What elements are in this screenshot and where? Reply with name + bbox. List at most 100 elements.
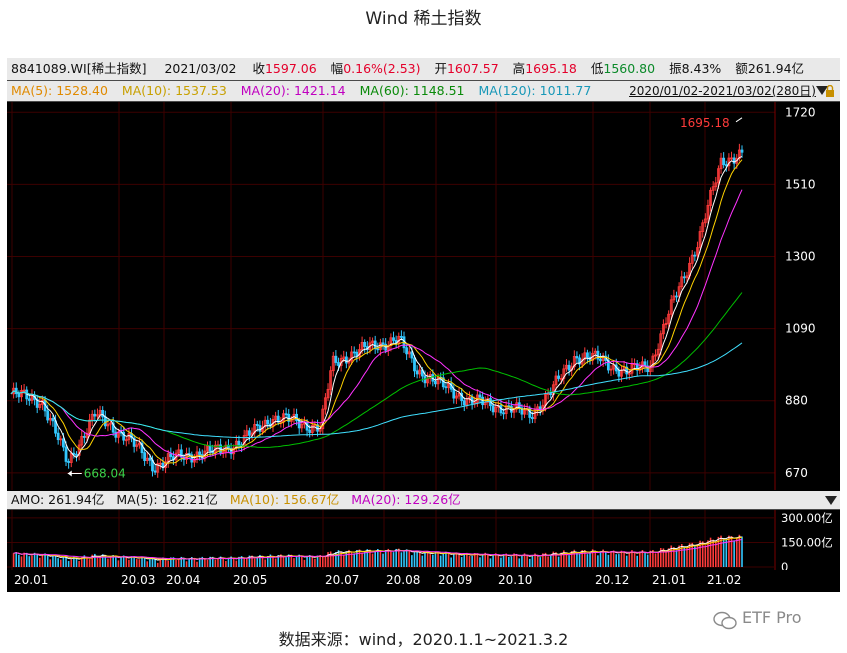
candle-body bbox=[717, 168, 720, 184]
candle-body bbox=[51, 418, 55, 422]
candle-body bbox=[554, 375, 558, 386]
candle-body bbox=[232, 447, 236, 455]
candle-body bbox=[342, 356, 346, 359]
candle-body bbox=[706, 204, 710, 220]
candle-body bbox=[724, 164, 728, 167]
change-label: 幅 bbox=[330, 61, 344, 76]
volume-plot[interactable]: 300.00亿 150.00亿 0 bbox=[7, 510, 840, 570]
candle-body bbox=[80, 435, 84, 446]
date-range-selector[interactable]: 2020/01/02-2021/03/02(280日) bbox=[629, 84, 816, 98]
kline-chart[interactable]: 8841089.WI[稀土指数] 2021/03/02 收1597.06 幅0.… bbox=[7, 58, 840, 592]
open-value: 1607.57 bbox=[446, 61, 499, 76]
candle-body bbox=[20, 390, 23, 398]
candle-body bbox=[67, 461, 71, 463]
amo-ma5-legend: MA(5): 162.21亿 bbox=[116, 492, 218, 507]
candle-body bbox=[675, 295, 678, 298]
ma5-legend: MA(5): 1528.40 bbox=[11, 83, 108, 98]
y-tick-label: 1300 bbox=[785, 250, 816, 264]
page-title: Wind 稀土指数 bbox=[365, 9, 482, 29]
candle-body bbox=[153, 470, 157, 473]
candle-body bbox=[502, 412, 505, 415]
candle-body bbox=[208, 445, 212, 452]
candle-body bbox=[562, 368, 566, 379]
candle-body bbox=[198, 451, 202, 455]
candle-body bbox=[722, 157, 726, 166]
candle-body bbox=[85, 432, 89, 438]
x-tick-label: 21.01 bbox=[652, 573, 687, 587]
candle-body bbox=[245, 430, 249, 436]
candle-body bbox=[583, 352, 587, 360]
candle-body bbox=[371, 340, 374, 344]
candle-body bbox=[612, 364, 616, 370]
candle-body bbox=[263, 419, 267, 428]
candle-body bbox=[111, 422, 115, 433]
candle-body bbox=[101, 409, 105, 418]
candle-body bbox=[96, 414, 99, 417]
candle-body bbox=[656, 348, 660, 356]
candle-body bbox=[255, 424, 259, 426]
candle-body bbox=[386, 345, 390, 351]
candle-body bbox=[737, 149, 741, 159]
candle-body bbox=[732, 157, 736, 164]
candle-body bbox=[140, 442, 144, 454]
candle-body bbox=[148, 457, 152, 461]
candle-body bbox=[300, 423, 304, 429]
ma120-legend: MA(120): 1011.77 bbox=[478, 83, 592, 98]
candle-body bbox=[546, 393, 550, 395]
x-tick-label: 20.10 bbox=[498, 573, 533, 587]
candle-body bbox=[279, 421, 283, 424]
volume-ma20-line bbox=[13, 539, 743, 560]
candle-body bbox=[413, 357, 416, 372]
candle-body bbox=[193, 458, 196, 463]
candle-body bbox=[56, 432, 60, 441]
candle-body bbox=[677, 286, 681, 297]
candle-body bbox=[62, 438, 65, 448]
high-value: 1695.18 bbox=[525, 61, 577, 76]
candle-body bbox=[711, 186, 715, 191]
low-label: 低 bbox=[590, 61, 604, 76]
candle-body bbox=[229, 447, 233, 455]
candle-body bbox=[599, 358, 602, 362]
candle-body bbox=[434, 380, 437, 385]
candle-body bbox=[410, 351, 414, 359]
candle-body bbox=[586, 352, 589, 358]
candle-body bbox=[557, 375, 560, 379]
candle-body bbox=[137, 442, 141, 446]
volume-dropdown-icon[interactable] bbox=[825, 496, 837, 505]
wechat-icon bbox=[713, 611, 737, 630]
amo-legend-row: AMO: 261.94亿 MA(5): 162.21亿 MA(10): 156.… bbox=[7, 491, 840, 510]
x-tick-label: 20.07 bbox=[325, 573, 360, 587]
amount-label: 额 bbox=[735, 61, 748, 76]
volume-tick-label: 150.00亿 bbox=[781, 535, 833, 549]
index-code: 8841089.WI[稀土指数] bbox=[11, 61, 147, 76]
candle-body bbox=[284, 413, 288, 416]
candle-body bbox=[530, 417, 534, 420]
candle-body bbox=[190, 454, 194, 463]
volume-tick-label: 0 bbox=[781, 560, 788, 570]
candle-body bbox=[682, 276, 686, 279]
candle-body bbox=[326, 388, 330, 399]
ma-legend-row: MA(5): 1528.40 MA(10): 1537.53 MA(20): 1… bbox=[7, 81, 840, 102]
candle-body bbox=[654, 354, 657, 357]
candle-body bbox=[719, 157, 723, 170]
candle-body bbox=[685, 275, 689, 279]
x-tick-label: 20.03 bbox=[121, 573, 156, 587]
candle-body bbox=[549, 393, 553, 396]
candle-body bbox=[237, 440, 241, 446]
dropdown-triangle-icon[interactable] bbox=[816, 86, 828, 95]
ma5-line bbox=[10, 155, 743, 469]
candle-body bbox=[698, 231, 702, 249]
high-pointer bbox=[735, 117, 743, 123]
ma60-legend: MA(60): 1148.51 bbox=[359, 83, 465, 98]
candle-body bbox=[392, 337, 395, 341]
candle-body bbox=[350, 351, 354, 362]
candle-body bbox=[352, 351, 356, 354]
price-plot[interactable]: 1720 1510 1300 1090 880 670 1695.18 668.04 bbox=[7, 102, 840, 490]
candle-body bbox=[22, 389, 26, 392]
lock-icon[interactable] bbox=[825, 85, 835, 97]
volume-tick-label: 300.00亿 bbox=[781, 511, 833, 525]
close-value: 1597.06 bbox=[264, 61, 317, 76]
x-tick-label: 20.12 bbox=[595, 573, 630, 587]
amo-legend: AMO: 261.94亿 bbox=[11, 492, 105, 507]
candle-body bbox=[567, 364, 571, 371]
